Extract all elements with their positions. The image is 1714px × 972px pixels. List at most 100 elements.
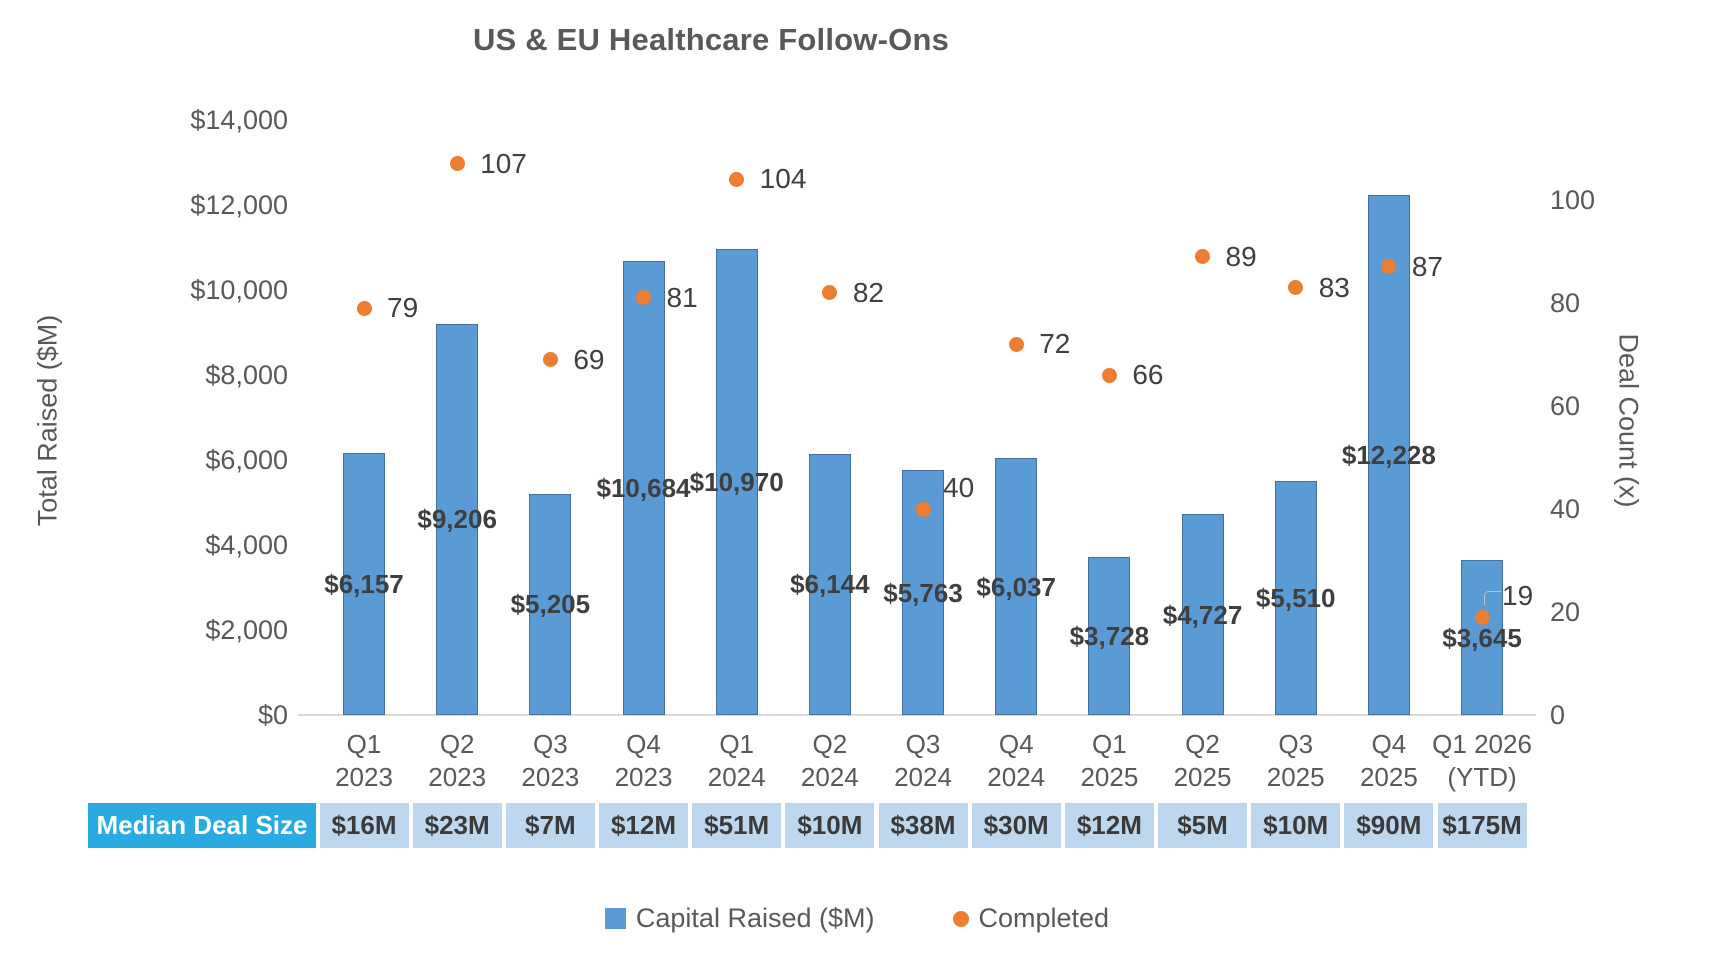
- x-axis-label-q1-2024: Q1 2024: [662, 728, 812, 794]
- x-axis-label-year: 2025: [1173, 762, 1232, 792]
- bar-value-label-q2-2025: $4,727: [1162, 599, 1243, 630]
- completed-dot-q4-2024: [1008, 336, 1024, 352]
- x-axis-label-quarter: Q4: [626, 729, 661, 759]
- legend-item-capital-raised: Capital Raised ($M): [604, 903, 875, 934]
- bar-value-label-q1-2026-ytd: $3,645: [1442, 622, 1522, 653]
- x-axis-label-year: 2024: [707, 762, 766, 792]
- median-cell-q1-2026-ytd: $175M: [1437, 803, 1527, 848]
- completed-label-q2-2023: 107: [480, 147, 527, 179]
- right-axis-tick: 80: [1550, 288, 1581, 318]
- x-axis-label-quarter: Q1: [719, 729, 755, 759]
- completed-label-q3-2023: 69: [573, 343, 605, 375]
- x-axis-label-q3-2023: Q3 2023: [475, 728, 625, 794]
- completed-label-q4-2025: 87: [1411, 250, 1444, 282]
- x-axis-label-q3-2025: Q3 2025: [1221, 728, 1371, 794]
- x-axis-label-q1-2026-ytd: Q1 2026 (YTD): [1407, 728, 1557, 794]
- completed-dot-q1-2026-ytd: [1474, 609, 1490, 625]
- x-axis-label-quarter: Q4: [998, 729, 1034, 759]
- completed-label-q1-2024: 104: [759, 163, 807, 195]
- x-axis-label-quarter: Q2: [812, 729, 848, 759]
- bar-q1-2025: [1088, 556, 1131, 715]
- bar-q1-2026-ytd: [1461, 560, 1504, 715]
- completed-dot-q3-2023: [542, 352, 558, 368]
- x-axis-label-year: 2024: [894, 762, 952, 792]
- x-axis-label-year: 2025: [1266, 762, 1325, 792]
- completed-label-q4-2024: 72: [1039, 328, 1071, 360]
- completed-dot-q2-2023: [449, 156, 465, 172]
- x-axis-label-year: (YTD): [1447, 762, 1517, 792]
- left-axis-tick: $6,000: [205, 445, 288, 475]
- bar-value-label-q3-2025: $5,510: [1255, 582, 1336, 613]
- x-axis-label-year: 2024: [987, 762, 1046, 792]
- bar-q2-2023: [436, 323, 479, 715]
- x-axis-label-quarter: Q4: [1371, 729, 1407, 759]
- median-cell-q3-2025: $10M: [1251, 803, 1341, 848]
- x-axis-label-quarter: Q3: [905, 729, 941, 759]
- x-axis-label-q4-2023: Q4 2023: [569, 728, 719, 794]
- chart-legend: Capital Raised ($M) Completed: [0, 903, 1714, 934]
- completed-dot-q2-2024: [822, 285, 838, 301]
- bar-q1-2024: [715, 248, 758, 715]
- right-axis-tick: 0: [1550, 700, 1566, 730]
- median-cell-q3-2024: $38M: [878, 803, 968, 848]
- legend-label: Capital Raised ($M): [635, 903, 875, 933]
- bar-q3-2023: [529, 493, 572, 715]
- x-axis-label-quarter: Q2: [439, 729, 475, 759]
- bar-value-label-q3-2023: $5,205: [510, 589, 591, 620]
- median-cell-q3-2023: $7M: [505, 803, 595, 848]
- completed-dot-q4-2025: [1381, 259, 1397, 275]
- legend-item-completed: Completed: [952, 903, 1110, 934]
- legend-label: Completed: [978, 903, 1110, 933]
- x-axis-line: [298, 714, 1536, 716]
- bar-value-label-q4-2024: $6,037: [976, 571, 1056, 602]
- median-deal-size-header: Median Deal Size: [88, 803, 316, 848]
- x-axis-label-quarter: Q1 2026: [1432, 729, 1532, 759]
- x-axis-label-quarter: Q1: [1092, 729, 1127, 759]
- bar-value-label-q4-2025: $12,228: [1341, 440, 1436, 471]
- completed-dot-q1-2025: [1101, 367, 1117, 383]
- bar-value-label-q3-2024: $5,763: [883, 577, 963, 608]
- x-axis-label-q2-2025: Q2 2025: [1128, 728, 1278, 794]
- x-axis-label-year: 2024: [800, 762, 859, 792]
- completed-label-q3-2025: 83: [1318, 271, 1350, 303]
- left-axis-tick: $8,000: [205, 360, 288, 390]
- left-axis-tick: $0: [257, 700, 288, 730]
- leader-line-q1-2026-ytd: [1484, 591, 1502, 606]
- x-axis-label-q4-2025: Q4 2025: [1314, 728, 1464, 794]
- completed-label-q1-2026-ytd: 19: [1502, 580, 1534, 612]
- x-axis-label-quarter: Q3: [1278, 729, 1314, 759]
- completed-dot-q4-2023: [636, 290, 651, 306]
- right-axis-tick: 60: [1550, 391, 1581, 421]
- completed-label-q2-2025: 89: [1225, 240, 1257, 272]
- median-cell-q2-2025: $5M: [1158, 803, 1248, 848]
- x-axis-label-q3-2024: Q3 2024: [848, 728, 998, 794]
- median-cell-q2-2023: $23M: [412, 803, 502, 848]
- right-axis-tick: 40: [1550, 494, 1581, 524]
- bar-value-label-q4-2023: $10,684: [596, 472, 691, 503]
- bar-q4-2025: [1367, 195, 1410, 715]
- x-axis-label-quarter: Q2: [1185, 729, 1220, 759]
- left-axis-tick: $2,000: [205, 615, 288, 645]
- completed-label-q2-2024: 82: [852, 276, 884, 308]
- left-axis-tick: $4,000: [205, 530, 288, 560]
- bar-q4-2024: [995, 458, 1038, 715]
- chart-title: US & EU Healthcare Follow-Ons: [472, 22, 950, 57]
- x-axis-label-year: 2023: [614, 762, 673, 792]
- completed-label-q1-2025: 66: [1132, 359, 1164, 391]
- completed-label-q3-2024: 40: [943, 472, 975, 503]
- bar-q3-2025: [1274, 480, 1317, 715]
- x-axis-label-q1-2023: Q1 2023: [289, 728, 439, 794]
- bar-value-label-q1-2025: $3,728: [1069, 620, 1150, 651]
- bar-q4-2023: [622, 260, 665, 715]
- x-axis-label-year: 2023: [335, 762, 393, 792]
- median-cell-q4-2025: $90M: [1344, 803, 1434, 848]
- left-axis-title: Total Raised ($M): [32, 314, 63, 527]
- median-cell-q1-2024: $51M: [692, 803, 782, 848]
- x-axis-label-quarter: Q3: [532, 729, 568, 759]
- x-axis-label-year: 2023: [521, 762, 580, 792]
- right-axis-tick: 100: [1550, 185, 1596, 215]
- x-axis-label-year: 2023: [428, 762, 487, 792]
- x-axis-label-q4-2024: Q4 2024: [941, 728, 1091, 794]
- median-cell-q4-2024: $30M: [971, 803, 1061, 848]
